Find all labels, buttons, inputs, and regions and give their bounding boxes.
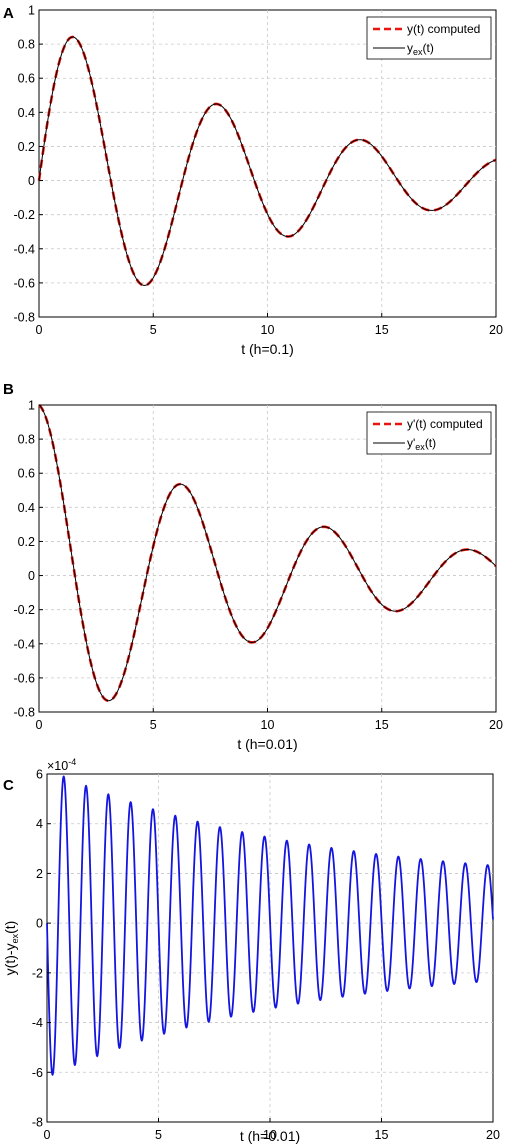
panel-label-b: B [3, 381, 14, 398]
y-tick-label-a-0: -0.8 [13, 311, 35, 325]
y-axis-label-sub-c: ex [10, 933, 20, 943]
x-tick-label-b-1: 5 [150, 718, 157, 732]
x-tick-label-b-2: 10 [261, 718, 275, 732]
x-tick-label-a-1: 5 [150, 323, 157, 337]
x-tick-label-a-0: 0 [36, 323, 43, 337]
y-tick-label-a-5: 0.2 [18, 140, 35, 154]
x-tick-label-a-3: 15 [375, 323, 389, 337]
legend-exact-sub-b: ex [415, 442, 425, 452]
legend-box-a [366, 16, 492, 60]
y-tick-label-b-3: -0.2 [13, 603, 35, 617]
y-tick-label-c-5: 2 [36, 867, 43, 881]
x-tick-label-c-4: 20 [486, 1128, 500, 1142]
y-axis-label-tail-c: (t) [2, 921, 18, 934]
y-tick-label-b-8: 0.8 [18, 433, 35, 447]
panel-a: A 0 5 10 15 20 -0.8 -0.6 -0.4 -0.2 0 0.2 0.4 0.6 0.8 1… [3, 4, 503, 358]
y-scale-multiplier-c: ×10-4 [47, 757, 76, 773]
curves-a [37, 35, 497, 287]
y-tick-label-b-9: 1 [28, 399, 35, 413]
y-tick-label-b-2: -0.4 [13, 637, 35, 651]
y-tick-label-b-1: -0.6 [13, 671, 35, 685]
legend-entry-exact-a: yex(t) [407, 41, 434, 57]
y-axis-label-c: y(t)-yex(t) [2, 921, 20, 976]
y-tick-label-a-2: -0.4 [13, 242, 35, 256]
y-tick-label-a-8: 0.8 [18, 38, 35, 52]
legend-b: y'(t) computed y'ex(t) [366, 411, 492, 455]
legend-exact-tail-a: (t) [423, 41, 434, 55]
panel-label-c: C [3, 777, 14, 794]
series-exact-b [38, 404, 497, 702]
x-tick-label-a-2: 10 [261, 323, 275, 337]
axes-a [38, 9, 497, 318]
legend-exact-main-b: y' [407, 436, 415, 450]
legend-entry-exact-b: y'ex(t) [407, 436, 436, 452]
legend-exact-tail-b: (t) [425, 436, 436, 450]
y-tick-label-c-3: -2 [32, 966, 43, 980]
legend-a: y(t) computed yex(t) [366, 16, 492, 60]
ticks-a: 0 5 10 15 20 -0.8 -0.6 -0.4 -0.2 0 0.2 0.4 0.6 0.8 1 [13, 4, 503, 338]
ticks-c: 0 5 10 15 20 -8 -6 -4 -2 0 2 4 6 [32, 768, 500, 1143]
grid-b [39, 405, 496, 712]
y-tick-label-c-7: 6 [36, 768, 43, 782]
x-axis-label-c: t (h=0.01) [240, 1128, 300, 1144]
y-tick-label-c-6: 4 [36, 817, 43, 831]
y-tick-label-b-6: 0.4 [18, 501, 35, 515]
y-tick-label-a-1: -0.6 [13, 276, 35, 290]
y-tick-label-b-0: -0.8 [13, 706, 35, 720]
legend-box-b [366, 411, 492, 455]
x-tick-label-b-0: 0 [36, 718, 43, 732]
legend-entry-computed-a: y(t) computed [407, 22, 480, 36]
legend-exact-sub-a: ex [413, 47, 423, 57]
ticks-b: 0 5 10 15 20 -0.8 -0.6 -0.4 -0.2 0 0.2 0.4 0.6 0.8 1 [13, 399, 503, 733]
y-tick-label-a-3: -0.2 [13, 208, 35, 222]
y-tick-label-a-4: 0 [28, 174, 35, 188]
panel-b: B 0 5 10 15 20 -0.8 -0.6 -0.4 -0.2 0 0.2 0.4 0.6 0.8 1… [3, 381, 503, 752]
y-scale-base-c: ×10 [47, 759, 68, 773]
y-tick-label-a-6: 0.4 [18, 106, 35, 120]
y-tick-label-c-0: -8 [32, 1116, 43, 1130]
x-tick-label-c-2: 10 [263, 1128, 277, 1142]
y-tick-label-b-5: 0.2 [18, 535, 35, 549]
x-tick-label-b-4: 20 [489, 718, 503, 732]
x-axis-label-a: t (h=0.1) [241, 341, 294, 357]
x-tick-label-c-1: 5 [155, 1128, 162, 1142]
x-tick-label-c-3: 15 [375, 1128, 389, 1142]
legend-entry-computed-b: y'(t) computed [407, 417, 483, 431]
axes-b [38, 404, 497, 713]
panel-label-a: A [3, 5, 14, 22]
series-exact-a [38, 36, 497, 286]
y-tick-label-b-7: 0.6 [18, 467, 35, 481]
y-scale-exponent-c: -4 [68, 757, 76, 767]
y-tick-label-b-4: 0 [28, 569, 35, 583]
y-axis-label-main-c: y(t)-y [2, 943, 18, 975]
series-error-c [46, 775, 494, 1076]
legend-exact-main-a: y [407, 41, 413, 55]
y-tick-label-c-4: 0 [36, 917, 43, 931]
curves-b [38, 404, 497, 703]
x-tick-label-c-0: 0 [44, 1128, 51, 1142]
y-tick-label-c-1: -6 [32, 1066, 43, 1080]
y-tick-label-c-2: -4 [32, 1016, 43, 1030]
y-tick-label-a-7: 0.6 [18, 72, 35, 86]
y-tick-label-a-9: 1 [28, 4, 35, 18]
curves-c [46, 775, 494, 1076]
x-axis-label-b: t (h=0.01) [237, 736, 297, 752]
x-tick-label-a-4: 20 [489, 323, 503, 337]
x-tick-label-b-3: 15 [375, 718, 389, 732]
